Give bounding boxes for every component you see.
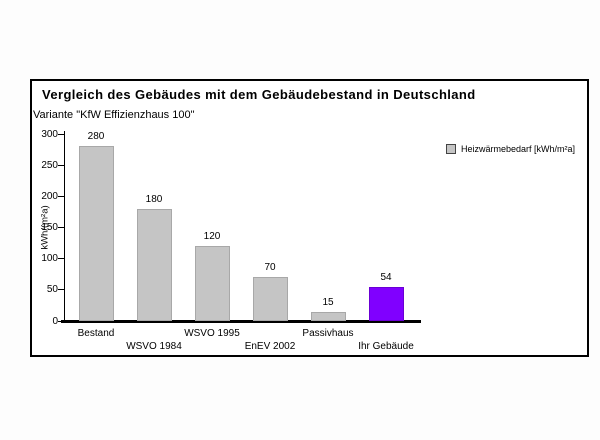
x-axis-line bbox=[61, 320, 421, 323]
bar-value-label: 70 bbox=[264, 262, 276, 273]
bar-3 bbox=[252, 277, 288, 321]
bar-highlight-5 bbox=[368, 287, 404, 321]
category-label: Bestand bbox=[77, 328, 115, 339]
y-tick-label: 250 bbox=[41, 159, 58, 171]
bar-2 bbox=[194, 246, 230, 321]
chart-title: Vergleich des Gebäudes mit dem Gebäudebe… bbox=[42, 87, 476, 102]
y-tick-label: 150 bbox=[41, 222, 58, 233]
legend-label: Heizwärmebedarf [kWh/m²a] bbox=[461, 144, 576, 154]
y-axis-line bbox=[64, 131, 65, 321]
y-tick-mark bbox=[58, 195, 64, 197]
bar-value-label: 180 bbox=[145, 194, 163, 205]
category-label: EnEV 2002 bbox=[244, 341, 296, 352]
bar-value-label: 54 bbox=[380, 272, 392, 283]
category-label: WSVO 1995 bbox=[184, 328, 240, 339]
y-tick-mark bbox=[58, 320, 64, 322]
y-tick-mark bbox=[58, 164, 64, 166]
bar-1 bbox=[136, 209, 172, 321]
chart-panel bbox=[30, 79, 589, 357]
bar-0 bbox=[78, 146, 114, 321]
category-label: Passivhaus bbox=[302, 328, 354, 339]
y-tick-mark bbox=[58, 133, 64, 135]
y-tick-label: 100 bbox=[41, 253, 58, 265]
bar-value-label: 280 bbox=[87, 131, 105, 142]
y-tick-label: 50 bbox=[46, 284, 58, 296]
y-tick-label: 0 bbox=[52, 315, 58, 327]
category-label: Ihr Gebäude bbox=[358, 341, 414, 352]
y-tick-mark bbox=[58, 289, 64, 291]
bar-value-label: 15 bbox=[322, 297, 334, 308]
legend: Heizwärmebedarf [kWh/m²a] bbox=[446, 144, 575, 154]
category-label: WSVO 1984 bbox=[126, 341, 182, 352]
y-tick-label: 300 bbox=[41, 128, 58, 140]
y-tick-label: 200 bbox=[41, 190, 58, 202]
y-tick-mark bbox=[58, 227, 64, 228]
bar-4 bbox=[310, 312, 346, 321]
legend-swatch-icon bbox=[446, 144, 456, 154]
y-tick-mark bbox=[58, 258, 64, 260]
bar-value-label: 120 bbox=[203, 231, 221, 242]
chart-subtitle: Variante "KfW Effizienzhaus 100" bbox=[33, 109, 195, 121]
